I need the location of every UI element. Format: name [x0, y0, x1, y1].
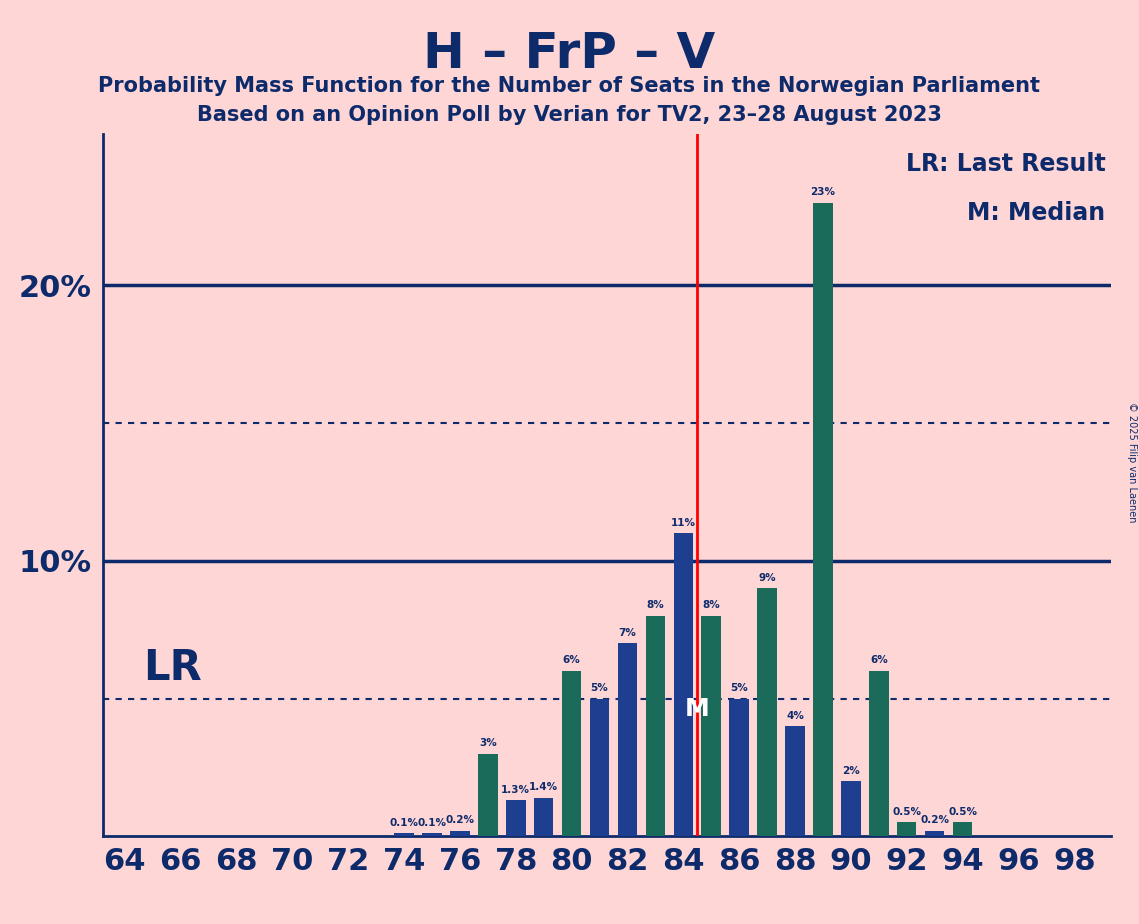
Bar — [925, 831, 944, 836]
Text: 0.2%: 0.2% — [920, 815, 949, 825]
Text: 11%: 11% — [671, 517, 696, 528]
Text: Based on an Opinion Poll by Verian for TV2, 23–28 August 2023: Based on an Opinion Poll by Verian for T… — [197, 105, 942, 126]
Bar — [702, 616, 721, 836]
Text: 9%: 9% — [759, 573, 776, 583]
Bar — [617, 643, 637, 836]
Text: M: Median: M: Median — [967, 201, 1106, 225]
Text: 5%: 5% — [730, 683, 748, 693]
Bar — [423, 833, 442, 836]
Text: 0.1%: 0.1% — [390, 818, 418, 828]
Text: 3%: 3% — [480, 738, 497, 748]
Bar — [729, 699, 749, 836]
Bar — [394, 833, 413, 836]
Bar — [952, 822, 973, 836]
Text: LR: LR — [142, 647, 202, 688]
Text: 2%: 2% — [842, 766, 860, 775]
Text: 23%: 23% — [811, 188, 835, 198]
Bar — [534, 797, 554, 836]
Text: 5%: 5% — [591, 683, 608, 693]
Bar — [673, 533, 693, 836]
Bar — [478, 754, 498, 836]
Bar — [562, 671, 581, 836]
Text: 6%: 6% — [870, 655, 887, 665]
Text: LR: Last Result: LR: Last Result — [906, 152, 1106, 176]
Text: 0.5%: 0.5% — [892, 807, 921, 817]
Bar — [785, 726, 805, 836]
Bar — [841, 781, 861, 836]
Bar — [869, 671, 888, 836]
Text: 0.1%: 0.1% — [418, 818, 446, 828]
Bar — [506, 800, 525, 836]
Bar — [450, 831, 469, 836]
Text: M: M — [685, 697, 710, 721]
Text: 6%: 6% — [563, 655, 581, 665]
Bar — [813, 203, 833, 836]
Bar — [590, 699, 609, 836]
Text: 0.2%: 0.2% — [445, 815, 475, 825]
Text: 4%: 4% — [786, 711, 804, 721]
Text: H – FrP – V: H – FrP – V — [424, 30, 715, 78]
Text: 7%: 7% — [618, 628, 637, 638]
Text: 1.4%: 1.4% — [530, 782, 558, 792]
Text: 8%: 8% — [647, 601, 664, 611]
Text: © 2025 Filip van Laenen: © 2025 Filip van Laenen — [1126, 402, 1137, 522]
Text: Probability Mass Function for the Number of Seats in the Norwegian Parliament: Probability Mass Function for the Number… — [98, 76, 1041, 96]
Bar — [646, 616, 665, 836]
Text: 0.5%: 0.5% — [948, 807, 977, 817]
Text: 8%: 8% — [703, 601, 720, 611]
Bar — [757, 589, 777, 836]
Text: 1.3%: 1.3% — [501, 784, 531, 795]
Bar — [896, 822, 917, 836]
